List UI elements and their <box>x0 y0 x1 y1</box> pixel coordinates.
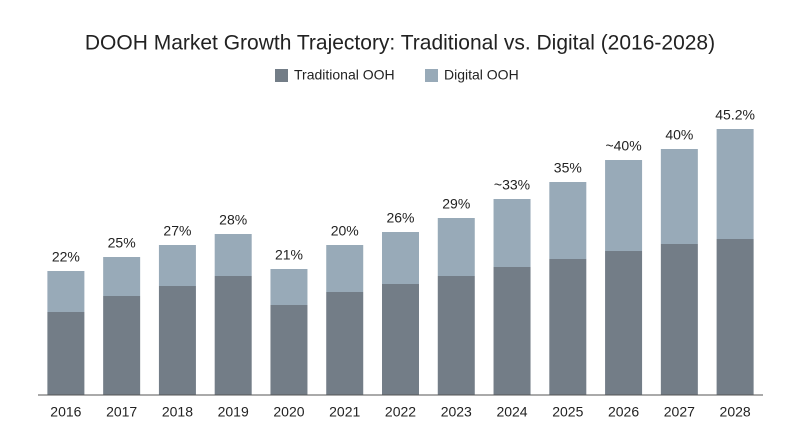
x-tick-label: 2021 <box>329 404 360 420</box>
bar-segment <box>437 218 475 276</box>
bar-segment <box>493 267 531 395</box>
legend-swatch <box>275 69 288 82</box>
value-label: 27% <box>163 223 191 239</box>
bar-segment <box>382 284 419 395</box>
value-label: 20% <box>331 223 359 239</box>
x-tick-label: 2019 <box>218 404 249 420</box>
bar-segment <box>605 251 643 395</box>
bar-segment <box>716 129 754 239</box>
bar-segment <box>605 160 643 251</box>
bar-segment <box>47 312 85 395</box>
value-label: 35% <box>554 160 582 176</box>
x-tick-label: 2017 <box>106 404 137 420</box>
bar-segment <box>660 149 698 244</box>
value-label: ~40% <box>605 138 641 154</box>
bar-segment <box>326 292 364 395</box>
value-label: 29% <box>442 196 470 212</box>
value-label: 26% <box>386 210 414 226</box>
bar-segment <box>326 245 364 292</box>
x-tick-label: 2020 <box>273 404 304 420</box>
value-label: 21% <box>275 247 303 263</box>
x-tick-label: 2024 <box>496 404 527 420</box>
value-label: ~33% <box>494 177 530 193</box>
x-tick-label: 2026 <box>608 404 639 420</box>
legend-label: Traditional OOH <box>294 67 395 83</box>
chart-title: DOOH Market Growth Trajectory: Tradition… <box>85 32 715 55</box>
bar-segment <box>214 234 252 276</box>
value-label: 28% <box>219 212 247 228</box>
x-tick-label: 2018 <box>162 404 193 420</box>
bar-segment <box>270 269 308 305</box>
x-tick-label: 2022 <box>385 404 416 420</box>
bar-segment <box>716 239 754 395</box>
bar-segment <box>47 271 85 312</box>
bar-segment <box>660 244 698 395</box>
value-label: 40% <box>665 127 693 143</box>
x-tick-label: 2025 <box>552 404 583 420</box>
bar-segment <box>103 296 141 395</box>
bar-segment <box>493 199 531 267</box>
bar-segment <box>549 259 587 395</box>
x-tick-label: 2016 <box>50 404 81 420</box>
x-tick-label: 2027 <box>664 404 695 420</box>
x-tick-label: 2023 <box>441 404 472 420</box>
x-tick-label: 2028 <box>720 404 751 420</box>
bar-segment <box>158 286 196 395</box>
bar-segment <box>158 245 196 286</box>
value-label: 25% <box>108 235 136 251</box>
legend-label: Digital OOH <box>444 67 519 83</box>
bar-segment <box>382 232 419 284</box>
bar-segment <box>437 276 475 395</box>
bar-segment <box>103 257 141 296</box>
value-label: 45.2% <box>715 107 755 123</box>
bar-segment <box>549 182 587 259</box>
bar-segment <box>270 305 308 395</box>
legend-swatch <box>425 69 438 82</box>
bar-segment <box>214 276 252 395</box>
value-label: 22% <box>52 249 80 265</box>
